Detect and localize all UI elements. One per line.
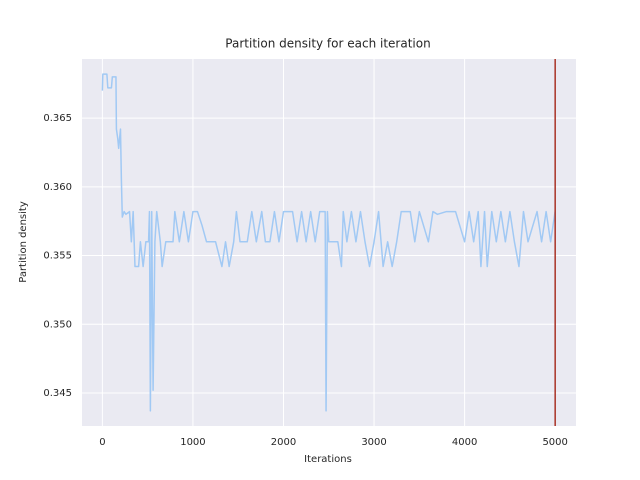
y-axis-label: Partition density [18,201,29,283]
x-tick-label: 4000 [452,437,477,448]
y-tick-label: 0.365 [43,113,72,124]
y-tick-label: 0.360 [43,182,72,193]
y-tick-label: 0.345 [43,388,72,399]
y-tick-label: 0.355 [43,251,72,262]
y-tick-label: 0.350 [43,319,72,330]
data-line [101,73,556,412]
x-tick-label: 3000 [361,437,386,448]
x-tick-label: 5000 [542,437,567,448]
x-tick-label: 0 [99,437,105,448]
x-tick-label: 1000 [180,437,205,448]
chart-title: Partition density for each iteration [225,37,430,51]
x-tick-label: 2000 [271,437,296,448]
x-axis-label: Iterations [304,454,352,465]
